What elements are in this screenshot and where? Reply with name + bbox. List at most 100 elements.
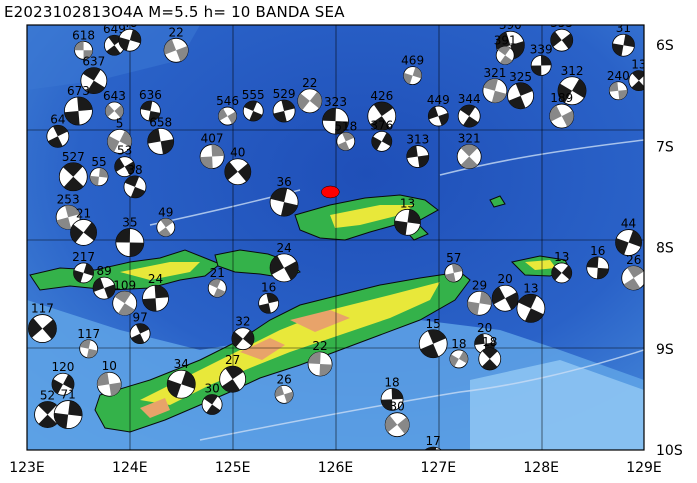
- beachball-quadrants: [244, 101, 263, 122]
- focal-mechanism: 27: [219, 353, 247, 393]
- mechanism-depth-label: 44: [621, 217, 636, 231]
- beachball-quadrants: [64, 97, 93, 126]
- beachball-quadrants: [551, 265, 572, 281]
- focal-mechanism: 527: [58, 150, 88, 192]
- focal-mechanism: 31: [612, 25, 635, 57]
- focal-mechanism: 240: [607, 69, 630, 101]
- beachball-quadrants: [460, 105, 479, 128]
- mechanism-depth-label: 21: [210, 266, 225, 280]
- beachball-quadrants: [444, 263, 463, 282]
- mechanism-depth-label: 49: [158, 205, 173, 219]
- mechanism-depth-label: 253: [57, 192, 80, 206]
- focal-mechanism: 16: [258, 280, 280, 314]
- mechanism-depth-label: 120: [52, 360, 75, 374]
- mechanism-depth-label: 27: [225, 353, 240, 367]
- mechanism-depth-label: 34: [174, 357, 189, 371]
- mechanism-depth-label: 673: [67, 84, 90, 98]
- x-tick-label: 127E: [421, 460, 457, 476]
- map-frame: [26, 24, 645, 451]
- y-tick-label: 7S: [656, 139, 674, 155]
- beachball-quadrants: [107, 130, 132, 153]
- mechanism-depth-label: 22: [168, 25, 183, 39]
- beachball-quadrants: [275, 385, 294, 403]
- mechanism-depth-label: 643: [103, 89, 126, 103]
- x-tick-label: 129E: [626, 460, 662, 476]
- focal-mechanism: 637: [80, 55, 108, 95]
- beachball-quadrants: [142, 285, 169, 312]
- beachball-quadrants: [93, 277, 116, 299]
- x-tick-label: 125E: [215, 460, 251, 476]
- shallow-shelf-north: [27, 25, 200, 90]
- mechanism-depth-label: 10: [102, 359, 117, 373]
- mechanism-depth-label: 344: [458, 92, 481, 106]
- focal-mechanism: 53: [114, 144, 136, 178]
- mechanism-depth-label: 18: [451, 337, 466, 351]
- focal-mechanism: 312: [557, 64, 587, 106]
- beachball-quadrants: [483, 78, 507, 103]
- mechanism-depth-label: 52: [40, 389, 55, 403]
- mechanism-depth-label: 618: [72, 28, 95, 42]
- mechanism-depth-label: 117: [77, 327, 100, 341]
- beachball-quadrants: [492, 286, 519, 310]
- focal-mechanism: 35: [115, 216, 145, 257]
- mechanism-depth-label: 57: [446, 251, 461, 265]
- x-tick-label: 128E: [523, 460, 559, 476]
- mechanism-depth-label: 15: [426, 317, 441, 331]
- beachball-quadrants: [460, 144, 478, 169]
- focal-mechanism: 546: [216, 94, 239, 126]
- focal-mechanism: 323: [322, 95, 349, 135]
- focal-mechanism: 15: [418, 317, 448, 359]
- focal-mechanism: 18: [478, 335, 502, 371]
- mechanism-depth-label: 55: [91, 155, 106, 169]
- beachball-quadrants: [82, 67, 105, 94]
- focal-mechanism: 618: [72, 28, 95, 60]
- focal-mechanism: 97: [129, 311, 151, 345]
- mechanism-depth-label: 546: [216, 94, 239, 108]
- focal-mechanism: 636: [139, 88, 162, 122]
- focal-mechanism: 36: [269, 175, 299, 217]
- focal-mechanism: 13: [516, 281, 546, 323]
- focal-mechanism: 21: [207, 266, 227, 298]
- mechanism-depth-label: 36: [276, 175, 291, 189]
- y-tick-label: 8S: [656, 241, 674, 257]
- focal-mechanism: 55: [89, 155, 109, 187]
- focal-mechanism: 449: [427, 93, 450, 127]
- beachball-quadrants: [270, 255, 299, 281]
- beachball-quadrants: [56, 205, 80, 230]
- beachball-quadrants: [79, 339, 98, 358]
- beachball-quadrants: [106, 35, 123, 56]
- beachball-quadrants: [140, 101, 161, 122]
- beachball-quadrants: [371, 132, 392, 151]
- mechanism-depth-label: 407: [201, 132, 224, 146]
- focal-mechanism: 22: [297, 76, 323, 114]
- focal-mechanism: 44: [615, 217, 642, 256]
- beachball-quadrants: [420, 329, 447, 358]
- mechanism-depth-label: 29: [472, 278, 487, 292]
- focal-mechanism: 529: [273, 87, 296, 123]
- beachball-quadrants: [337, 132, 355, 151]
- beachball-quadrants: [394, 209, 421, 236]
- mechanism-depth-label: 71: [60, 388, 75, 402]
- focal-mechanism: 344: [458, 92, 481, 128]
- focal-mechanism: 391: [494, 33, 517, 65]
- beachball-quadrants: [531, 55, 552, 76]
- beachball-quadrants: [322, 108, 349, 135]
- beachball-quadrants: [231, 330, 254, 348]
- mechanism-depth-label: 22: [312, 339, 327, 353]
- beachball-quadrants: [51, 374, 74, 394]
- focal-mechanism: 24: [142, 272, 169, 312]
- x-tick-label: 126E: [318, 460, 354, 476]
- beachball-quadrants: [273, 100, 295, 123]
- beachball-quadrants: [167, 370, 196, 398]
- focal-mechanism: 34: [166, 357, 196, 399]
- focal-mechanism: 518: [334, 119, 357, 151]
- mechanism-depth-label: 30: [390, 400, 405, 414]
- mechanism-depth-label: 426: [370, 89, 393, 103]
- mechanism-depth-label: 53: [117, 144, 132, 158]
- mechanism-depth-label: 117: [31, 302, 54, 316]
- focal-mechanism: 469: [401, 54, 424, 85]
- mechanism-depth-label: 64: [50, 112, 65, 126]
- focal-mechanism: 117: [28, 302, 57, 343]
- focal-mechanism: 10: [96, 359, 122, 397]
